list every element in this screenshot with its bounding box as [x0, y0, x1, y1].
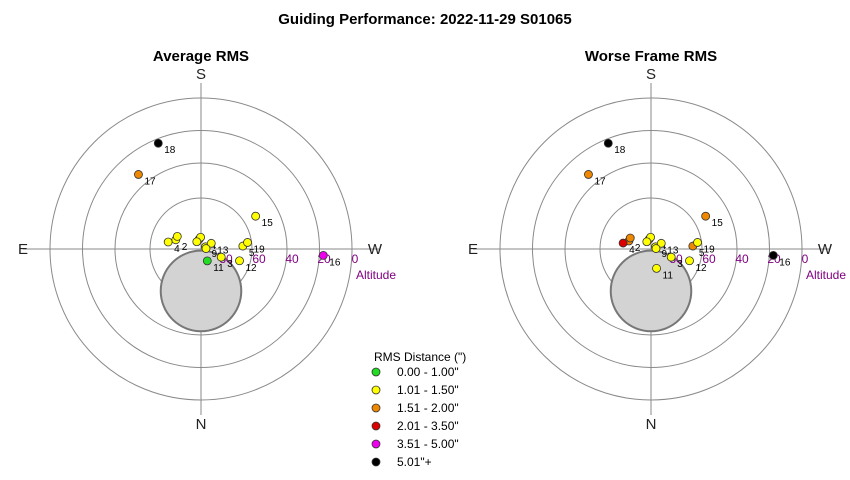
point-label: 17 — [594, 176, 606, 187]
point-label: 19 — [254, 244, 266, 255]
point-label: 16 — [779, 257, 791, 268]
point-label: 11 — [213, 263, 224, 274]
guiding-point — [216, 252, 226, 262]
legend-swatch — [371, 421, 381, 431]
guiding-point — [625, 233, 635, 243]
compass-south: S — [646, 66, 656, 83]
guiding-point — [172, 231, 182, 241]
guiding-point — [693, 238, 702, 247]
guiding-point — [656, 238, 666, 248]
guiding-point — [666, 252, 676, 262]
point-label: 5 — [249, 248, 255, 259]
compass-east: E — [468, 241, 478, 258]
panel-title: Worse Frame RMS — [585, 48, 717, 65]
guiding-point — [206, 238, 216, 248]
altitude-tick-label: 40 — [285, 252, 299, 266]
point-label: 13 — [217, 245, 229, 256]
point-label: 17 — [144, 176, 156, 187]
point-label: 9 — [212, 249, 218, 260]
legend-entry-label: 2.01 - 3.50" — [397, 419, 459, 433]
legend-swatch — [371, 367, 381, 377]
moon-disc — [609, 249, 693, 333]
point-label: 4 — [174, 244, 180, 255]
legend-swatch — [371, 385, 381, 395]
guiding-point — [651, 244, 661, 253]
compass-north: N — [196, 416, 207, 433]
guiding-point — [251, 211, 261, 221]
rms-legend: RMS Distance (") 0.00 - 1.00" 1.01 - 1.50… — [371, 350, 466, 469]
guiding-point — [201, 244, 211, 253]
point-label: 19 — [704, 244, 716, 255]
legend-swatch — [371, 457, 381, 467]
guiding-point — [685, 256, 694, 266]
point-label: 5 — [699, 248, 705, 259]
point-label: 3 — [227, 259, 233, 270]
legend-entry-label: 1.01 - 1.50" — [397, 383, 459, 397]
guiding-point — [584, 170, 593, 179]
point-label: 18 — [614, 145, 626, 156]
guiding-point — [701, 211, 711, 221]
point-label: 12 — [246, 263, 258, 274]
figure-title: Guiding Performance: 2022-11-29 S01065 — [278, 11, 571, 28]
altitude-tick-label: 0 — [802, 252, 809, 266]
guiding-point — [153, 138, 163, 148]
point-label: 3 — [677, 259, 683, 270]
guiding-point — [243, 238, 252, 247]
altitude-tick-label: 40 — [735, 252, 749, 266]
guiding-point — [134, 170, 143, 179]
legend-swatch — [371, 403, 381, 413]
panel-title: Average RMS — [153, 48, 249, 65]
guiding-point — [163, 237, 173, 247]
guiding-point — [192, 237, 202, 247]
guiding-point — [202, 256, 212, 266]
legend-entry-label: 3.51 - 5.00" — [397, 437, 459, 451]
compass-south: S — [196, 66, 206, 83]
point-label: 16 — [329, 257, 341, 268]
legend-entry-label: 1.51 - 2.00" — [397, 401, 459, 415]
polar-panel-average-rms: Average RMSSNEW806040200Altitude24149133… — [18, 48, 396, 433]
guiding-point — [652, 263, 661, 273]
moon-disc — [159, 249, 243, 333]
polar-panel-worse-frame-rms: Worse Frame RMSSNEW806040200Altitude2414… — [468, 48, 846, 433]
compass-north: N — [646, 416, 657, 433]
guiding-point — [642, 237, 652, 247]
point-label: 15 — [262, 218, 274, 229]
point-label: 18 — [164, 145, 176, 156]
point-label: 12 — [696, 263, 708, 274]
legend-title: RMS Distance (") — [374, 350, 466, 364]
altitude-tick-label: 0 — [352, 252, 359, 266]
legend-entry-label: 5.01"+ — [397, 455, 432, 469]
point-label: 9 — [662, 249, 668, 260]
point-label: 13 — [667, 245, 679, 256]
guiding-point — [318, 251, 328, 260]
guiding-point — [603, 138, 613, 148]
point-label: 11 — [663, 270, 674, 281]
compass-west: W — [818, 241, 833, 258]
point-label: 2 — [635, 243, 641, 254]
point-label: 4 — [629, 245, 635, 256]
guiding-point — [235, 256, 244, 266]
altitude-tick-label: 60 — [702, 252, 716, 266]
legend-swatch — [371, 439, 381, 449]
legend-entry-label: 0.00 - 1.00" — [397, 365, 459, 379]
guiding-point — [618, 238, 628, 248]
compass-east: E — [18, 241, 28, 258]
compass-west: W — [368, 241, 383, 258]
altitude-axis-label: Altitude — [806, 268, 846, 282]
altitude-tick-label: 60 — [252, 252, 266, 266]
point-label: 15 — [712, 218, 724, 229]
guiding-point — [768, 251, 778, 260]
altitude-axis-label: Altitude — [356, 268, 396, 282]
point-label: 2 — [182, 242, 188, 253]
